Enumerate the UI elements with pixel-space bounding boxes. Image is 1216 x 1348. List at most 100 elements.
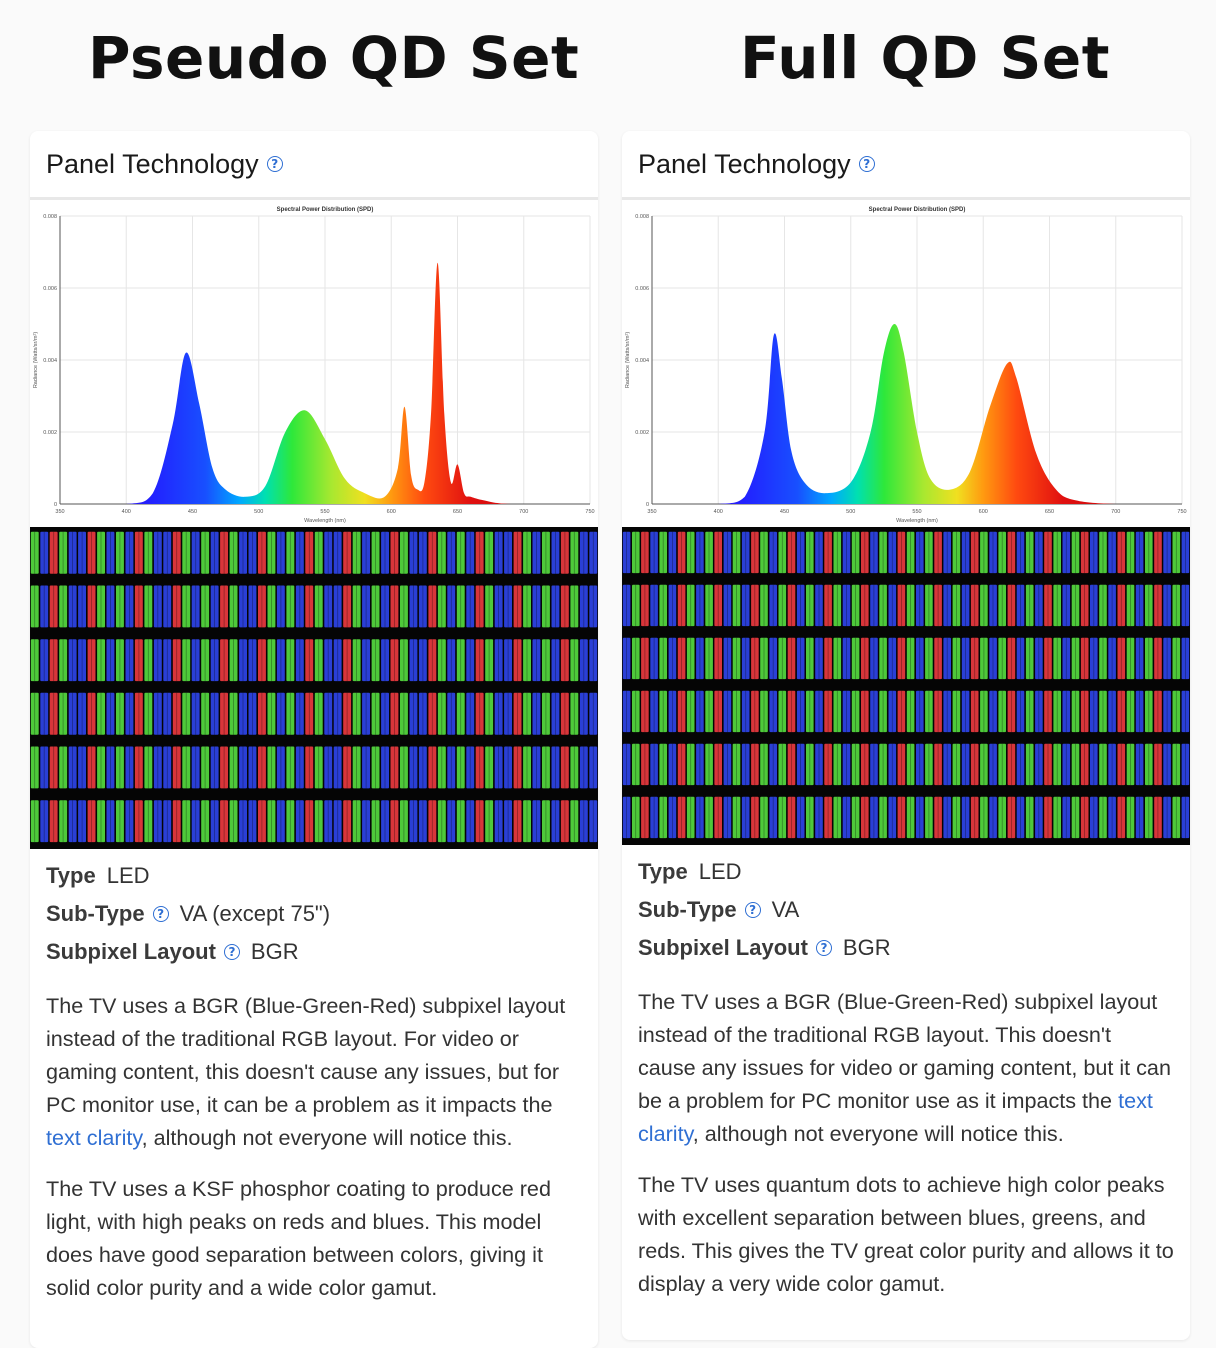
subpixel — [787, 584, 796, 627]
subpixel — [1035, 743, 1043, 786]
subpixel — [542, 746, 550, 789]
subpixel-background — [30, 527, 598, 849]
subpixel — [622, 796, 631, 839]
subpixel — [532, 531, 541, 574]
subpixel — [532, 585, 541, 628]
subpixel — [106, 692, 115, 735]
help-icon[interactable]: ? — [223, 944, 240, 960]
subpixel — [343, 639, 352, 682]
subpixel — [125, 800, 134, 843]
subpixel — [732, 690, 741, 733]
subpixel — [943, 690, 951, 733]
subpixel — [30, 585, 39, 628]
subpixel — [191, 639, 200, 682]
subpixel — [851, 531, 860, 574]
subpixel — [796, 637, 805, 680]
para-text: , although not everyone will notice this… — [141, 1125, 513, 1150]
subpixel — [276, 639, 285, 682]
subpixel — [362, 531, 370, 574]
subpixel — [1035, 531, 1043, 574]
subpixel — [1154, 796, 1162, 839]
subpixel — [371, 585, 380, 628]
subpixel — [1080, 637, 1089, 680]
subpixel — [201, 639, 210, 682]
subpixel — [276, 692, 285, 735]
subpixel — [659, 637, 667, 680]
subpixel — [153, 639, 162, 682]
subpixel — [906, 690, 915, 733]
subpixel — [833, 743, 842, 786]
help-icon[interactable]: ? — [815, 940, 832, 956]
text-clarity-link[interactable]: text clarity — [46, 1125, 142, 1150]
subpixel — [447, 692, 456, 735]
card-title-text: Panel Technology — [638, 148, 851, 179]
help-icon[interactable]: ? — [152, 906, 169, 922]
subpixel — [1090, 584, 1098, 627]
subpixel — [1035, 637, 1043, 680]
subpixel — [267, 639, 276, 682]
subpixel — [551, 639, 560, 682]
subpixel — [258, 585, 266, 628]
subpixel — [952, 637, 961, 680]
spec-label: Type — [46, 863, 96, 888]
subpixel — [1172, 637, 1181, 680]
subpixel — [815, 584, 823, 627]
subpixel — [134, 746, 143, 789]
subpixel — [324, 531, 333, 574]
text-clarity-link[interactable]: text clarity — [638, 1088, 1153, 1146]
heading-pseudo-qd: Pseudo QD Set — [88, 24, 580, 92]
subpixel — [943, 796, 951, 839]
subpixel — [589, 692, 598, 735]
help-icon[interactable]: ? — [266, 156, 283, 172]
subpixel — [943, 743, 951, 786]
subpixel — [305, 746, 314, 789]
subpixel — [30, 800, 39, 843]
subpixel — [352, 692, 361, 735]
subpixel — [723, 743, 732, 786]
subpixel — [560, 746, 569, 789]
subpixel — [806, 796, 814, 839]
subpixel — [1135, 743, 1144, 786]
spec-sub-type: Sub-Type ? VA (except 75") — [46, 895, 582, 933]
subpixel — [239, 692, 247, 735]
subpixel — [861, 531, 869, 574]
subpixel — [998, 743, 1006, 786]
subpixel — [641, 690, 649, 733]
subpixel — [796, 690, 805, 733]
subpixel — [191, 746, 200, 789]
subpixel — [362, 746, 370, 789]
subpixel — [49, 800, 58, 843]
subpixel — [239, 639, 247, 682]
y-tick-label: 0 — [646, 502, 649, 508]
help-icon[interactable]: ? — [744, 902, 761, 918]
subpixel — [824, 690, 832, 733]
subpixel — [1090, 796, 1098, 839]
x-tick-label: 700 — [1111, 509, 1120, 515]
x-tick-label: 450 — [188, 509, 197, 515]
subpixel — [210, 692, 219, 735]
subpixel — [916, 796, 924, 839]
subpixel — [1025, 531, 1034, 574]
x-tick-label: 350 — [55, 509, 64, 515]
subpixel — [68, 585, 77, 628]
subpixel — [1053, 531, 1061, 574]
subpixel — [560, 639, 569, 682]
subpixel — [125, 531, 134, 574]
subpixel — [1080, 531, 1089, 574]
subpixel — [475, 800, 484, 843]
subpixel — [686, 637, 695, 680]
subpixel — [40, 746, 49, 789]
help-icon[interactable]: ? — [858, 156, 875, 172]
subpixel — [87, 639, 96, 682]
spd-area — [60, 262, 590, 504]
subpixel — [696, 637, 704, 680]
subpixel — [650, 531, 658, 574]
subpixel — [333, 692, 342, 735]
subpixel — [769, 531, 777, 574]
subpixel — [622, 637, 631, 680]
subpixel — [542, 531, 550, 574]
subpixel — [409, 585, 418, 628]
subpixel — [437, 746, 446, 789]
subpixel-background — [622, 527, 1190, 845]
subpixel — [732, 584, 741, 627]
